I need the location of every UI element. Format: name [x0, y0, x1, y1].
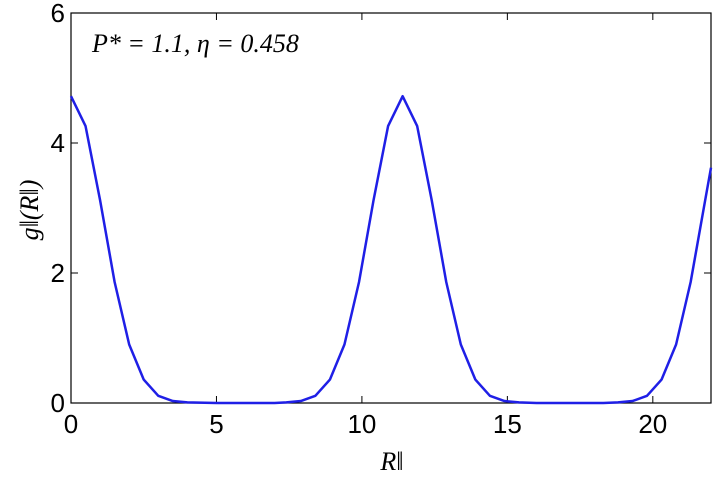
- x-tick-label: 5: [209, 409, 223, 439]
- y-tick-label: 2: [51, 258, 65, 288]
- x-tick-label: 0: [64, 409, 78, 439]
- line-series: [69, 94, 713, 405]
- y-tick-label: 4: [51, 128, 65, 158]
- x-tick-label: 10: [347, 409, 376, 439]
- x-axis-label: R‖: [379, 447, 403, 476]
- y-tick-label: 6: [51, 0, 65, 28]
- annotation: P* = 1.1, η = 0.458: [91, 29, 299, 58]
- x-tick-label: 15: [493, 409, 522, 439]
- plot-frame: [70, 12, 712, 404]
- x-tick-label: 20: [638, 409, 667, 439]
- y-tick-label: 0: [51, 388, 65, 418]
- y-axis-label: g‖(R‖): [15, 180, 44, 241]
